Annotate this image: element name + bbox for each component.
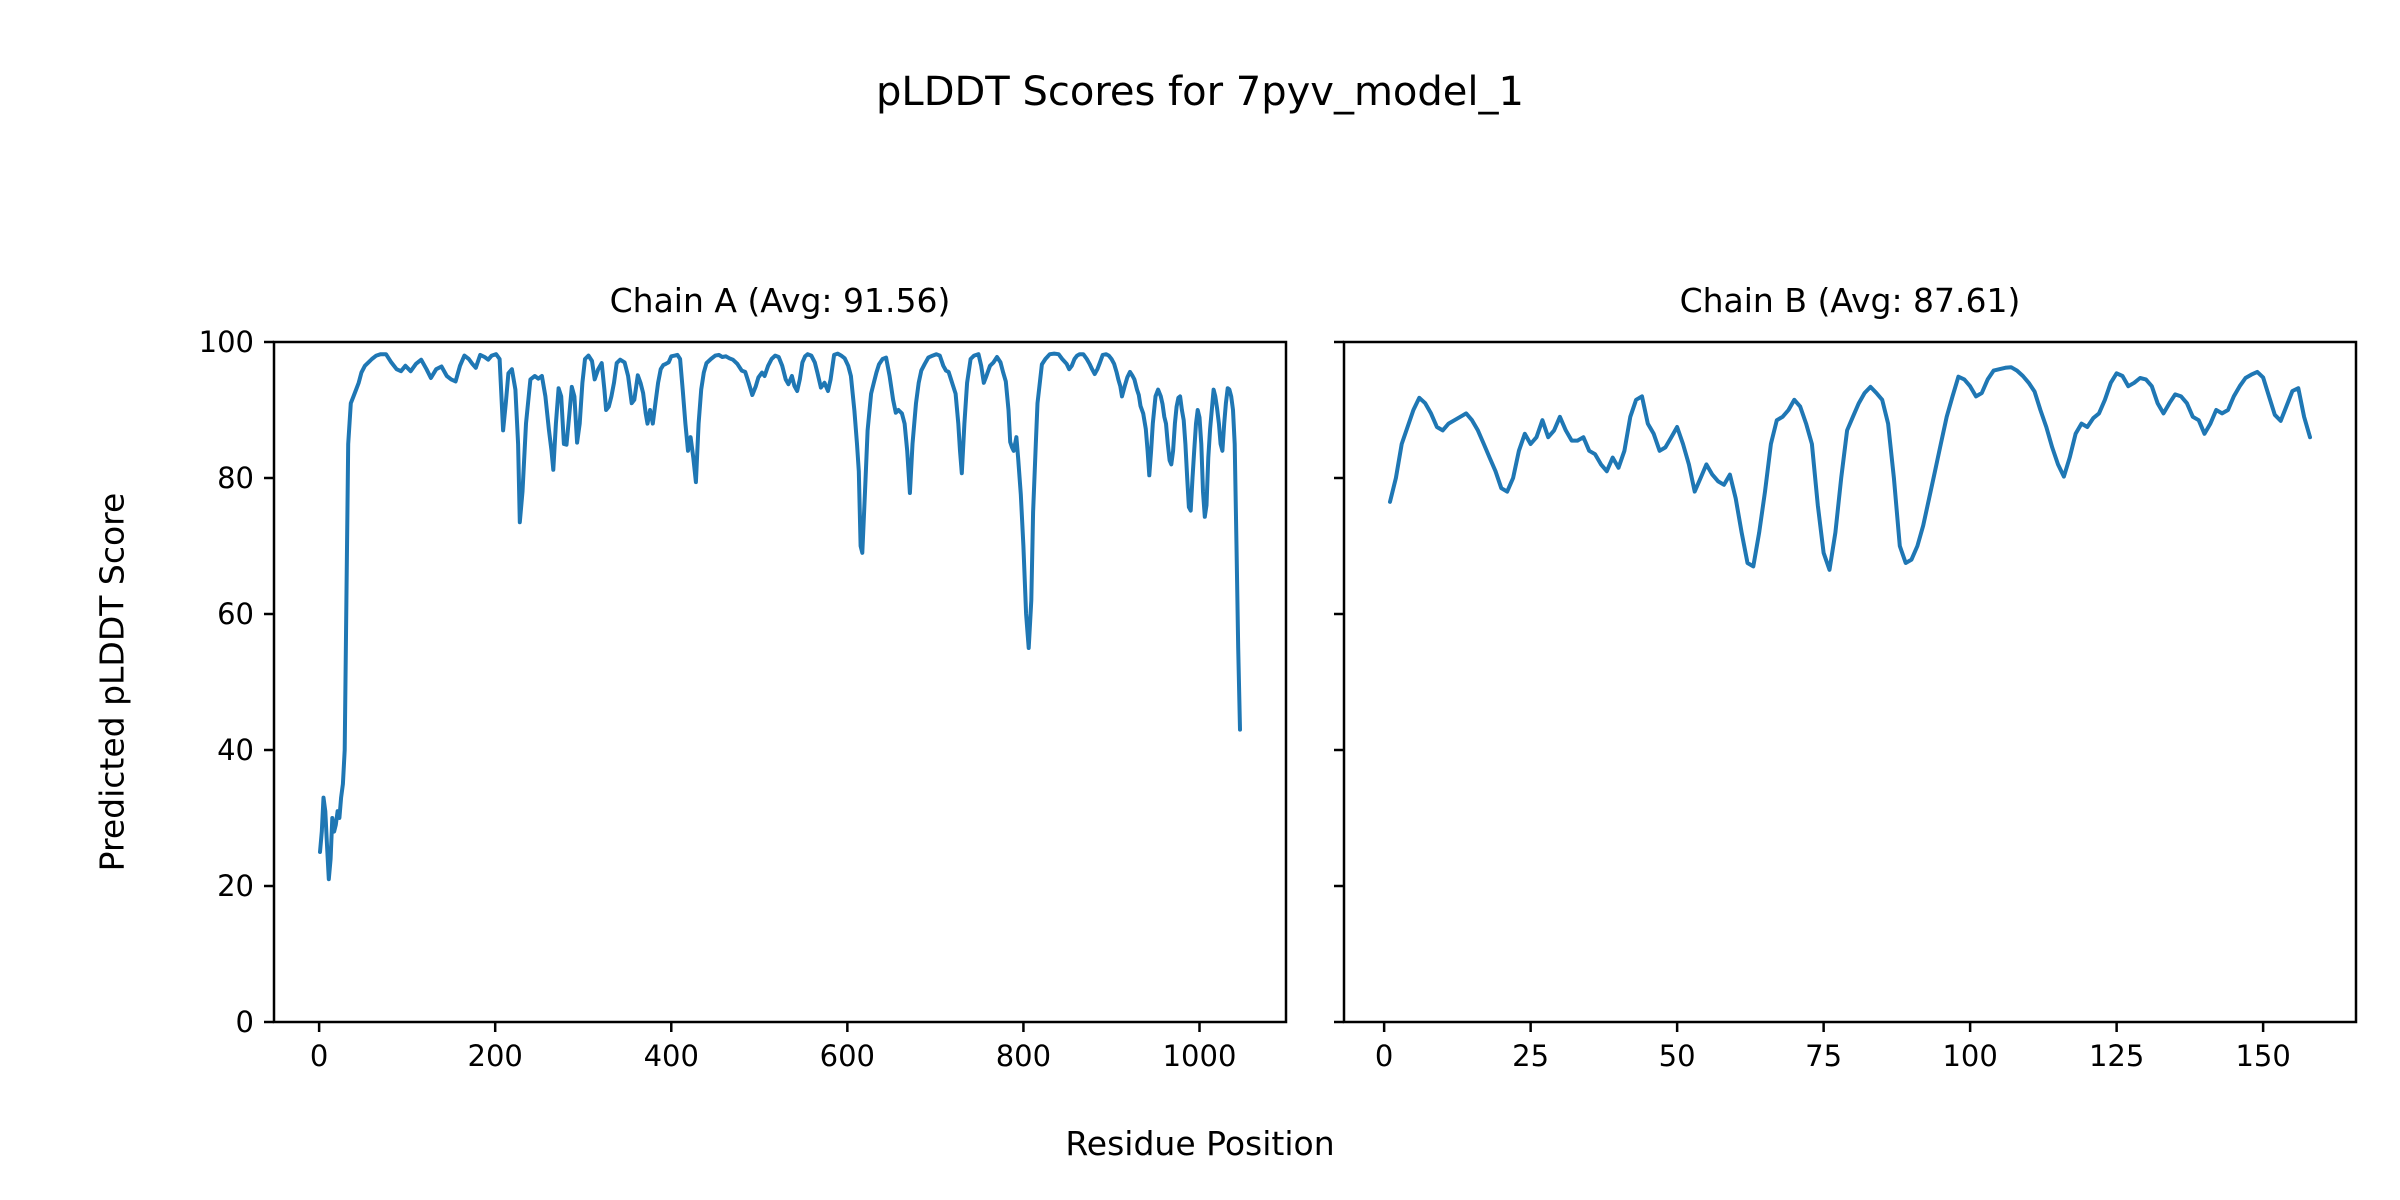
axes-frame (1342, 340, 2358, 1024)
x-tick-label: 125 (2089, 1039, 2144, 1073)
figure-title: pLDDT Scores for 7pyv_model_1 (876, 69, 1524, 115)
x-tick-label: 400 (644, 1039, 699, 1073)
subplot-title-chain-b: Chain B (Avg: 87.61) (1679, 281, 2021, 320)
y-tick-label: 80 (217, 461, 254, 495)
subplot-title-chain-a: Chain A (Avg: 91.56) (609, 281, 951, 320)
x-tick-label: 75 (1805, 1039, 1842, 1073)
y-axis-label: Predicted pLDDT Score (92, 492, 132, 872)
y-tick-label: 40 (217, 733, 254, 767)
y-tick-label: 100 (199, 325, 254, 359)
axes-frame (272, 340, 1288, 1024)
y-tick-label: 60 (217, 597, 254, 631)
x-tick-label: 800 (996, 1039, 1051, 1073)
plddt-line-chain-a (318, 351, 1242, 882)
y-tick-label: 20 (217, 869, 254, 903)
x-tick-label: 200 (468, 1039, 523, 1073)
y-tick-label: 0 (236, 1005, 254, 1039)
x-tick-label: 100 (1942, 1039, 1997, 1073)
chain-b-axes: 0 25 50 75 100 125 150 (1334, 340, 2358, 1073)
x-axis-label: Residue Position (1065, 1124, 1335, 1163)
x-tick-label: 0 (1375, 1039, 1393, 1073)
x-tick-label: 600 (820, 1039, 875, 1073)
x-tick-label: 50 (1659, 1039, 1696, 1073)
x-tick-label: 25 (1512, 1039, 1549, 1073)
x-tick-label: 1000 (1163, 1039, 1237, 1073)
x-tick-label: 0 (310, 1039, 328, 1073)
plddt-line-chain-b (1388, 365, 2312, 572)
chain-a-axes: 0 200 400 600 800 1000 0 20 40 60 80 100 (199, 325, 1288, 1073)
x-tick-label: 150 (2235, 1039, 2290, 1073)
